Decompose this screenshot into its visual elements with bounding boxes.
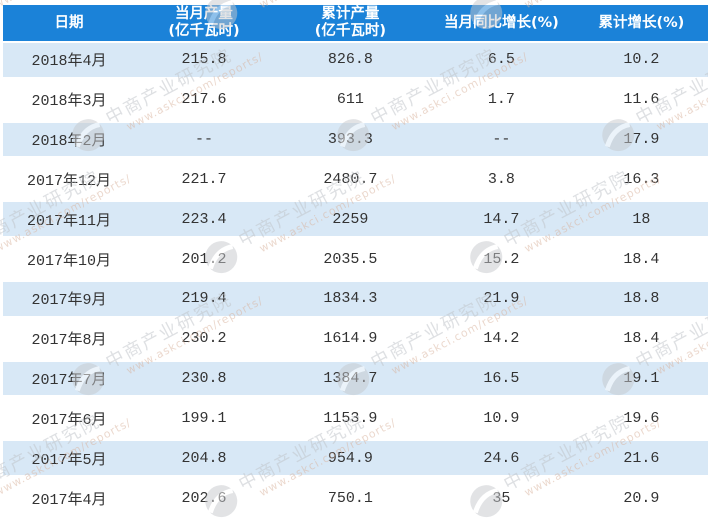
cell-date: 2017年11月 xyxy=(26,212,111,230)
cell-cumulative-output: 2480.7 xyxy=(323,170,378,188)
cell-cumulative-growth: 11.6 xyxy=(623,91,660,109)
cell-cumulative-output: 1153.9 xyxy=(323,409,378,427)
cell-cumulative-output: 1384.7 xyxy=(323,370,378,388)
table-row: 2017年9月 219.4 1834.3 21.9 18.8 xyxy=(3,281,708,322)
cell-cumulative-growth: 21.6 xyxy=(623,449,660,467)
cell-monthly-output: 199.1 xyxy=(181,409,227,427)
cell-monthly-yoy-growth: 3.8 xyxy=(487,170,515,188)
cell-monthly-output: 223.4 xyxy=(181,210,227,228)
table-row: 2017年10月 201.2 2035.5 15.2 18.4 xyxy=(3,242,708,282)
cell-date: 2017年9月 xyxy=(31,292,107,310)
cell-cumulative-growth: 17.9 xyxy=(623,131,660,149)
column-header-monthly-yoy-growth: 当月同比增长(%) xyxy=(444,14,559,31)
cell-monthly-output: 202.6 xyxy=(181,489,227,507)
cell-monthly-output: 221.7 xyxy=(181,170,227,188)
cell-monthly-output: 230.2 xyxy=(181,330,227,348)
table-row: 2018年4月 215.8 826.8 6.5 10.2 xyxy=(3,43,708,83)
cell-date: 2017年7月 xyxy=(31,372,107,390)
cell-date: 2017年5月 xyxy=(31,451,107,469)
cell-date: 2017年4月 xyxy=(31,491,107,509)
cell-date: 2018年2月 xyxy=(31,133,107,151)
cell-monthly-yoy-growth: 10.9 xyxy=(483,409,520,427)
cell-cumulative-growth: 18 xyxy=(632,210,651,228)
cell-cumulative-growth: 18.4 xyxy=(623,250,660,268)
cell-monthly-yoy-growth: 14.7 xyxy=(483,210,520,228)
cell-date: 2017年12月 xyxy=(26,172,111,190)
cell-cumulative-growth: 19.1 xyxy=(623,370,660,388)
cell-monthly-yoy-growth: 21.9 xyxy=(483,290,520,308)
table-header-row: 日期 当月产量 (亿千瓦时) 累计产量 (亿千瓦时) 当月同比增长(%) 累计增… xyxy=(3,5,708,43)
table-row: 2017年6月 199.1 1153.9 10.9 19.6 xyxy=(3,401,708,442)
cell-cumulative-output: 1614.9 xyxy=(323,330,378,348)
cell-date: 2017年8月 xyxy=(31,332,107,350)
table-row: 2017年11月 223.4 2259 14.7 18 xyxy=(3,202,708,243)
cell-monthly-yoy-growth: 14.2 xyxy=(483,330,520,348)
cell-monthly-output: -- xyxy=(194,131,213,149)
cell-monthly-yoy-growth: 6.5 xyxy=(487,51,515,69)
cell-monthly-yoy-growth: -- xyxy=(492,131,511,149)
table-row: 2017年8月 230.2 1614.9 14.2 18.4 xyxy=(3,322,708,362)
cell-cumulative-growth: 16.3 xyxy=(623,170,660,188)
table-row: 2018年3月 217.6 611 1.7 11.6 xyxy=(3,83,708,123)
cell-cumulative-growth: 18.4 xyxy=(623,330,660,348)
cell-date: 2017年10月 xyxy=(26,252,111,270)
cell-cumulative-output: 954.9 xyxy=(327,449,373,467)
table-row: 2017年5月 204.8 954.9 24.6 21.6 xyxy=(3,441,708,482)
cell-cumulative-output: 2259 xyxy=(332,210,369,228)
cell-cumulative-output: 393.3 xyxy=(327,131,373,149)
table-row: 2017年12月 221.7 2480.7 3.8 16.3 xyxy=(3,162,708,203)
cell-monthly-yoy-growth: 1.7 xyxy=(487,91,515,109)
cell-monthly-yoy-growth: 35 xyxy=(492,489,511,507)
cell-date: 2018年4月 xyxy=(31,53,107,71)
cell-monthly-output: 204.8 xyxy=(181,449,227,467)
table-row: 2017年7月 230.8 1384.7 16.5 19.1 xyxy=(3,361,708,402)
cell-monthly-output: 219.4 xyxy=(181,290,227,308)
cell-date: 2017年6月 xyxy=(31,411,107,429)
cell-date: 2018年3月 xyxy=(31,93,107,111)
column-header-cumulative-output: 累计产量 (亿千瓦时) xyxy=(314,6,387,39)
cell-cumulative-growth: 19.6 xyxy=(623,409,660,427)
cell-cumulative-growth: 10.2 xyxy=(623,51,660,69)
table-row: 2017年4月 202.6 750.1 35 20.9 xyxy=(3,481,708,521)
table-row: 2018年2月 -- 393.3 -- 17.9 xyxy=(3,122,708,163)
column-header-monthly-output: 当月产量 (亿千瓦时) xyxy=(168,6,240,39)
cell-monthly-output: 217.6 xyxy=(181,91,227,109)
cell-monthly-output: 215.8 xyxy=(181,51,227,69)
cell-monthly-yoy-growth: 24.6 xyxy=(483,449,520,467)
column-header-date: 日期 xyxy=(54,14,84,31)
column-header-cumulative-growth: 累计增长(%) xyxy=(598,14,685,31)
cell-monthly-yoy-growth: 15.2 xyxy=(483,250,520,268)
cell-monthly-output: 230.8 xyxy=(181,370,227,388)
production-table: 日期 当月产量 (亿千瓦时) 累计产量 (亿千瓦时) 当月同比增长(%) 累计增… xyxy=(3,5,708,521)
table-body: 2018年4月 215.8 826.8 6.5 10.2 2018年3月 217… xyxy=(3,43,708,521)
cell-cumulative-growth: 18.8 xyxy=(623,290,660,308)
cell-cumulative-output: 2035.5 xyxy=(323,250,378,268)
cell-cumulative-output: 1834.3 xyxy=(323,290,378,308)
cell-cumulative-output: 750.1 xyxy=(327,489,373,507)
cell-monthly-yoy-growth: 16.5 xyxy=(483,370,520,388)
cell-cumulative-output: 611 xyxy=(336,91,364,109)
cell-cumulative-output: 826.8 xyxy=(327,51,373,69)
cell-monthly-output: 201.2 xyxy=(181,250,227,268)
cell-cumulative-growth: 20.9 xyxy=(623,489,660,507)
